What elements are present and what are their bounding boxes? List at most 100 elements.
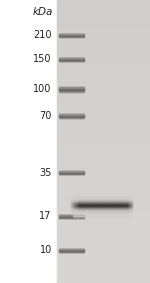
Bar bbox=[57, 41, 150, 42]
Bar bbox=[57, 89, 150, 91]
Bar bbox=[57, 164, 150, 166]
Bar bbox=[57, 143, 150, 144]
Bar bbox=[57, 226, 150, 228]
Bar bbox=[57, 147, 150, 149]
Bar bbox=[57, 93, 150, 95]
Bar bbox=[57, 232, 150, 233]
Bar bbox=[73, 214, 130, 216]
Bar bbox=[57, 42, 150, 44]
Bar bbox=[57, 59, 150, 61]
Bar bbox=[57, 219, 150, 221]
Bar bbox=[57, 231, 150, 232]
Bar bbox=[73, 199, 130, 201]
Bar bbox=[57, 246, 150, 248]
Bar bbox=[57, 209, 150, 211]
Bar bbox=[57, 238, 150, 239]
Bar bbox=[58, 173, 84, 174]
Bar bbox=[57, 269, 150, 270]
Bar bbox=[57, 47, 150, 48]
Bar bbox=[57, 100, 150, 102]
Bar bbox=[57, 221, 150, 222]
Bar bbox=[57, 273, 150, 275]
Bar bbox=[57, 112, 150, 113]
Bar bbox=[57, 228, 150, 229]
Bar bbox=[57, 67, 150, 68]
Bar bbox=[57, 55, 150, 57]
Bar bbox=[57, 125, 150, 126]
Bar bbox=[57, 88, 150, 89]
Bar bbox=[57, 57, 150, 58]
Bar bbox=[57, 233, 150, 235]
Bar bbox=[57, 192, 150, 194]
Bar bbox=[57, 249, 150, 250]
Bar bbox=[57, 44, 150, 45]
Bar bbox=[73, 193, 130, 194]
Bar bbox=[73, 207, 130, 208]
Bar bbox=[73, 216, 130, 217]
Bar bbox=[57, 64, 150, 65]
Bar bbox=[57, 8, 150, 10]
Bar bbox=[57, 229, 150, 231]
Bar bbox=[57, 224, 150, 225]
Bar bbox=[57, 13, 150, 14]
Bar bbox=[58, 250, 84, 251]
Bar bbox=[58, 33, 84, 34]
Text: kDa: kDa bbox=[33, 7, 53, 17]
Bar bbox=[57, 144, 150, 146]
Bar bbox=[58, 217, 84, 218]
Bar bbox=[57, 242, 150, 243]
Bar bbox=[73, 212, 130, 213]
Bar bbox=[57, 122, 150, 123]
Bar bbox=[57, 10, 150, 11]
Bar bbox=[57, 4, 150, 6]
Bar bbox=[58, 58, 84, 59]
Bar bbox=[57, 150, 150, 151]
Bar bbox=[57, 76, 150, 78]
Bar bbox=[57, 163, 150, 164]
Bar bbox=[57, 215, 150, 216]
Bar bbox=[58, 171, 84, 172]
Bar bbox=[58, 251, 84, 252]
Bar bbox=[57, 82, 150, 83]
Bar bbox=[57, 171, 150, 173]
Bar bbox=[57, 1, 150, 3]
Bar bbox=[57, 181, 150, 183]
Text: 100: 100 bbox=[33, 84, 52, 94]
Bar bbox=[57, 20, 150, 21]
Bar bbox=[57, 134, 150, 136]
Bar bbox=[57, 260, 150, 262]
Bar bbox=[57, 252, 150, 253]
Bar bbox=[57, 160, 150, 161]
Bar bbox=[57, 34, 150, 35]
Bar bbox=[57, 194, 150, 195]
Bar bbox=[57, 106, 150, 108]
Bar bbox=[57, 180, 150, 181]
Bar bbox=[57, 140, 150, 142]
Bar bbox=[57, 51, 150, 52]
Bar bbox=[57, 225, 150, 226]
Bar bbox=[57, 279, 150, 280]
Bar bbox=[57, 72, 150, 74]
Text: 17: 17 bbox=[39, 211, 52, 222]
Bar bbox=[57, 11, 150, 13]
Bar bbox=[57, 108, 150, 109]
Bar bbox=[57, 116, 150, 117]
Bar bbox=[73, 194, 130, 196]
Bar bbox=[57, 248, 150, 249]
Bar bbox=[0, 0, 57, 283]
Bar bbox=[57, 170, 150, 171]
Bar bbox=[57, 25, 150, 27]
Bar bbox=[57, 207, 150, 208]
Bar bbox=[57, 37, 150, 38]
Bar bbox=[73, 202, 130, 203]
Bar bbox=[57, 123, 150, 125]
Bar bbox=[57, 117, 150, 119]
Bar bbox=[57, 239, 150, 241]
Bar bbox=[57, 167, 150, 168]
Bar bbox=[57, 280, 150, 282]
Bar bbox=[57, 198, 150, 200]
Bar bbox=[57, 282, 150, 283]
Bar bbox=[57, 91, 150, 92]
Bar bbox=[58, 57, 84, 58]
Bar bbox=[57, 166, 150, 167]
